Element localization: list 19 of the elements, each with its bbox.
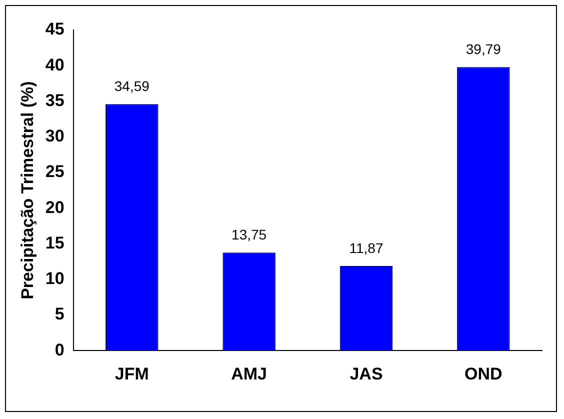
x-tick-label: AMJ: [231, 364, 268, 384]
y-axis-title: Precipitação Trimestral (%): [18, 81, 37, 300]
y-tick-label: 35: [45, 90, 64, 110]
y-tick-label: 20: [45, 198, 64, 217]
y-tick-label: 15: [45, 233, 64, 252]
y-tick-label: 0: [54, 340, 64, 360]
y-tick-label: 10: [45, 269, 64, 288]
y-tick-label: 45: [45, 20, 64, 39]
y-tick-label: 40: [45, 55, 64, 74]
data-label: 11,87: [349, 240, 384, 256]
y-tick-label: 5: [54, 304, 64, 324]
y-tick-label: 30: [45, 126, 64, 146]
x-tick-label: JFM: [114, 364, 149, 384]
data-label: 39,79: [466, 40, 502, 57]
x-tick-label: JAS: [350, 364, 383, 384]
data-label: 13,75: [232, 226, 267, 242]
data-label: 34,59: [114, 78, 150, 94]
x-tick-label: OND: [464, 364, 502, 384]
y-tick-label: 25: [45, 162, 64, 182]
